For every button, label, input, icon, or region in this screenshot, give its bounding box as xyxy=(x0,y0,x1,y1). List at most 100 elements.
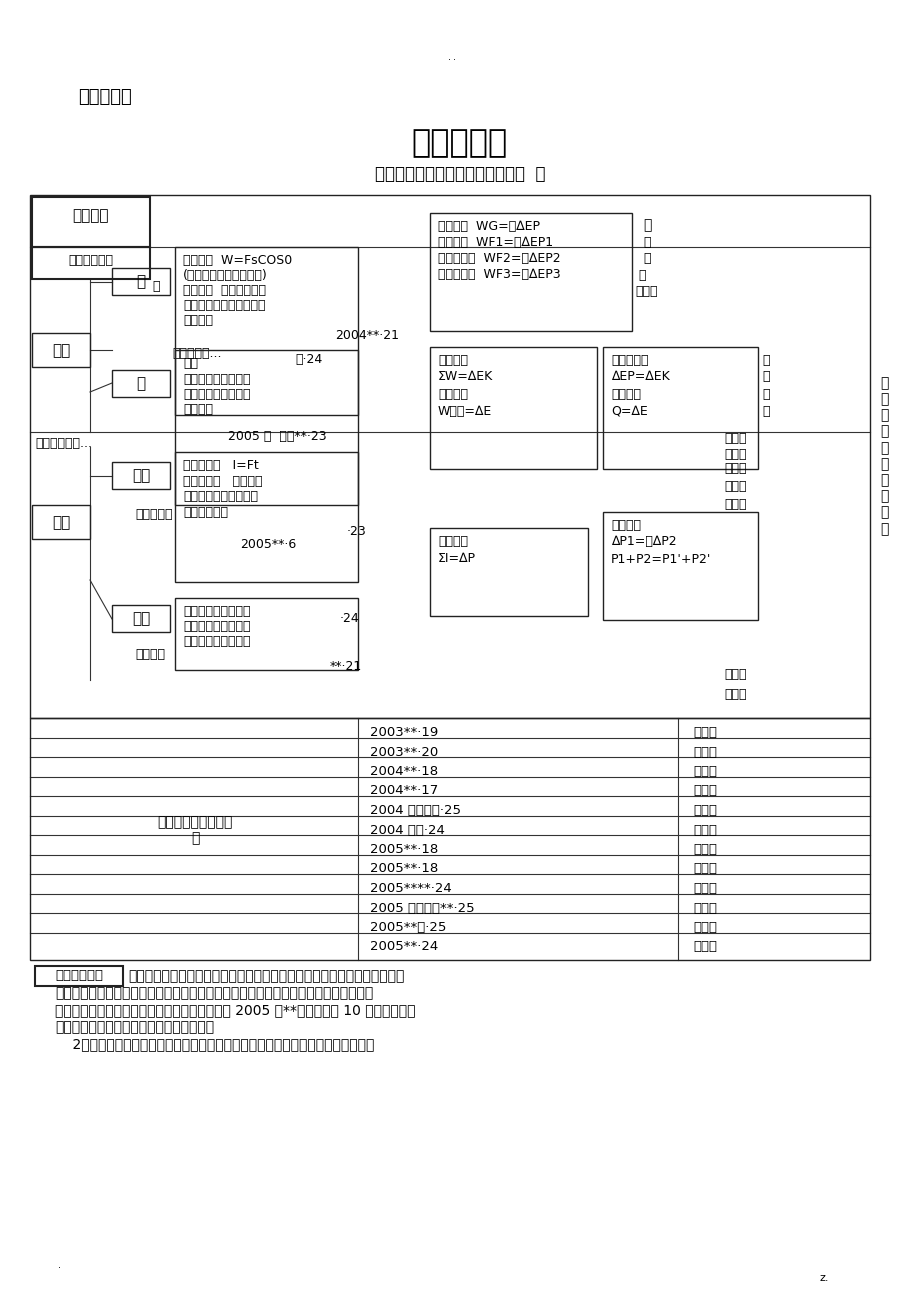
Text: 2004 理综·24: 2004 理综·24 xyxy=(369,823,445,836)
Text: ·: · xyxy=(453,55,456,65)
Text: 计算题: 计算题 xyxy=(692,727,716,740)
Text: 动量和能量的综合应
用: 动量和能量的综合应 用 xyxy=(157,815,233,845)
Text: 题: 题 xyxy=(761,354,768,367)
Bar xyxy=(175,350,357,505)
Text: 2004**·21: 2004**·21 xyxy=(335,329,399,342)
Text: ·: · xyxy=(59,1263,62,1273)
Text: 综·24: 综·24 xyxy=(295,353,322,366)
Text: 能量守恒: 能量守恒 xyxy=(610,388,641,401)
Text: 2．动量、冲量及动量定理近年来单独出题不多，选择题中常考察对动量和冲量的: 2．动量、冲量及动量定理近年来单独出题不多，选择题中常考察对动量和冲量的 xyxy=(55,1036,374,1051)
Text: 机械能守恒: 机械能守恒 xyxy=(135,508,173,521)
Text: 计算题: 计算题 xyxy=(692,940,716,953)
Bar xyxy=(602,348,757,469)
Text: 机械能守恒: 机械能守恒 xyxy=(610,354,648,367)
Text: 2005**·6: 2005**·6 xyxy=(240,538,296,551)
Text: 计算题: 计算题 xyxy=(692,901,716,914)
Text: 2004**·18: 2004**·18 xyxy=(369,766,437,779)
Text: 理解及用功能关系研究物理过程的方法，由于所涉及的物理过程常常较为复杂，对学生: 理解及用功能关系研究物理过程的方法，由于所涉及的物理过程常常较为复杂，对学生 xyxy=(55,986,373,1000)
Text: 势能（重力势能、弹: 势能（重力势能、弹 xyxy=(183,372,250,385)
Text: P1+P2=P1'+P2': P1+P2=P1'+P2' xyxy=(610,553,710,566)
Text: 变力做功  （弹力、机车: 变力做功 （弹力、机车 xyxy=(183,284,266,297)
Text: 选择题: 选择题 xyxy=(723,480,745,493)
Text: 恒力的冲量   I=Ft: 恒力的冲量 I=Ft xyxy=(183,460,258,473)
Text: ·23: ·23 xyxy=(346,525,367,538)
Text: 2005 黑、吉、**·25: 2005 黑、吉、**·25 xyxy=(369,901,474,914)
Text: 2005**·24: 2005**·24 xyxy=(369,940,437,953)
Text: 计算题: 计算题 xyxy=(692,805,716,816)
Text: ΣW=∆EK: ΣW=∆EK xyxy=(437,370,493,383)
Text: 题: 题 xyxy=(637,270,645,283)
Text: 能
量
和
动
量
的
综
合
应
用: 能 量 和 动 量 的 综 合 应 用 xyxy=(879,376,887,536)
Text: 能量和动量: 能量和动量 xyxy=(412,128,507,159)
Text: 计算题: 计算题 xyxy=(723,497,745,510)
Text: 功和能、动...: 功和能、动... xyxy=(172,348,221,359)
Text: 性势能、电势能、分: 性势能、电势能、分 xyxy=(183,388,250,401)
Text: 电场力做功  WF3=－∆EP3: 电场力做功 WF3=－∆EP3 xyxy=(437,268,560,281)
Text: **·21: **·21 xyxy=(330,660,362,673)
Text: 高考命题思路: 高考命题思路 xyxy=(55,969,103,982)
Bar xyxy=(112,268,170,296)
Text: ·: · xyxy=(448,55,451,65)
Bar xyxy=(32,505,90,539)
Text: 动量守恒: 动量守恒 xyxy=(135,648,165,661)
Text: 计算题: 计算题 xyxy=(723,462,745,475)
Text: 专题研究二: 专题研究二 xyxy=(78,89,131,105)
Text: 动量守恒: 动量守恒 xyxy=(610,519,641,533)
Bar xyxy=(30,717,869,960)
Text: ∆EP=∆EK: ∆EP=∆EK xyxy=(610,370,669,383)
Text: 功能原理: 功能原理 xyxy=(437,388,468,401)
Text: 计算题: 计算题 xyxy=(692,785,716,798)
Bar xyxy=(112,370,170,397)
Text: 题: 题 xyxy=(761,370,768,383)
Text: 功: 功 xyxy=(136,273,145,289)
Text: (重力做功、电场力做功): (重力做功、电场力做功) xyxy=(183,270,267,283)
Bar xyxy=(429,348,596,469)
Bar xyxy=(429,214,631,331)
Text: 计算题: 计算题 xyxy=(723,448,745,461)
Text: 不在一条直线上的）: 不在一条直线上的） xyxy=(183,635,250,648)
Bar xyxy=(602,512,757,620)
Text: 动量定理: 动量定理 xyxy=(437,535,468,548)
Text: 2005****·24: 2005****·24 xyxy=(369,881,451,894)
Text: 2005**、·25: 2005**、·25 xyxy=(369,921,446,934)
Text: 动量、冲量、...: 动量、冲量、... xyxy=(35,437,92,450)
Text: 子势能）: 子势能） xyxy=(183,404,213,417)
Text: 相关知识: 相关知识 xyxy=(73,208,109,223)
Bar xyxy=(175,598,357,671)
Text: 动量: 动量 xyxy=(131,611,150,626)
Text: 动能定理: 动能定理 xyxy=(437,354,468,367)
Text: ·24: ·24 xyxy=(340,612,359,625)
Text: 计算题: 计算题 xyxy=(692,862,716,875)
Text: 2005**·18: 2005**·18 xyxy=(369,862,437,875)
Bar xyxy=(32,247,150,279)
Bar xyxy=(30,195,869,717)
Text: 计算题: 计算题 xyxy=(692,746,716,759)
Text: ΣI=∆P: ΣI=∆P xyxy=(437,552,475,565)
Text: 能: 能 xyxy=(136,376,145,391)
Text: ∆P1=－∆P2: ∆P1=－∆P2 xyxy=(610,535,675,548)
Text: Q=∆E: Q=∆E xyxy=(610,405,647,418)
Text: 选择题: 选择题 xyxy=(723,687,745,700)
Text: 能量: 能量 xyxy=(51,342,70,358)
Bar xyxy=(32,333,90,367)
Text: 重力做功  WG=－∆EP: 重力做功 WG=－∆EP xyxy=(437,220,539,233)
Text: 分子力做功  WF2=－∆EP2: 分子力做功 WF2=－∆EP2 xyxy=(437,253,560,266)
Text: 题: 题 xyxy=(761,405,768,418)
Text: 计算题: 计算题 xyxy=(692,881,716,894)
Text: 变力的冲量   （弹力、: 变力的冲量 （弹力、 xyxy=(183,475,262,488)
Bar xyxy=(112,605,170,631)
Text: 题: 题 xyxy=(642,253,650,266)
Text: 2004 全国理综·25: 2004 全国理综·25 xyxy=(369,805,460,816)
Text: 动量的变化（方向在: 动量的变化（方向在 xyxy=(183,605,250,618)
Text: 做功等）: 做功等） xyxy=(183,314,213,327)
Bar xyxy=(175,247,357,415)
Text: 题: 题 xyxy=(642,236,650,249)
Text: 型: 型 xyxy=(642,217,651,232)
Text: 计算题: 计算题 xyxy=(692,766,716,779)
Text: 能深刻理解功的概念，灵活地将变力分解。: 能深刻理解功的概念，灵活地将变力分解。 xyxy=(55,1019,214,1034)
Text: 一条直线上的、方向: 一条直线上的、方向 xyxy=(183,620,250,633)
Text: 计算题: 计算题 xyxy=(692,842,716,855)
Text: 冲量: 冲量 xyxy=(131,467,150,483)
Bar xyxy=(32,197,150,247)
Text: 的能力要求较高，因此这类问题难度较大。例如 2005 年**物理卷的第 10 题，要求学生: 的能力要求较高，因此这类问题难度较大。例如 2005 年**物理卷的第 10 题… xyxy=(55,1003,415,1017)
